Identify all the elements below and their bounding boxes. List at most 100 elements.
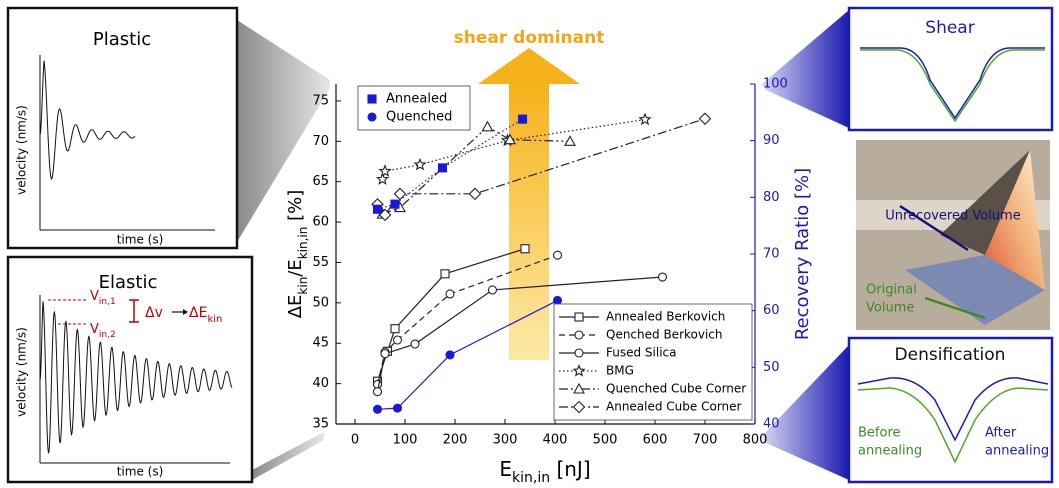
connector [252,432,324,480]
marker [390,199,400,209]
legend-label: Annealed Berkovich [606,310,725,324]
plastic-box [6,6,239,250]
marker [410,339,420,349]
marker [552,295,563,306]
x-tick-label: 800 [743,433,768,448]
y-axis-label-part: kin,in [296,227,310,260]
marker [375,172,390,185]
marker [445,350,455,360]
x-tick-label: 600 [643,433,668,448]
marker [437,163,448,173]
legend-label: Quenched Cube Corner [606,382,746,396]
connector [762,10,849,128]
image-label: Volume [866,301,914,316]
x-tick-label: 700 [693,433,718,448]
connector [237,20,330,242]
curve-label: After [985,426,1017,441]
annotation: Δv [145,305,163,321]
y2-axis-label: Recovery Ratio [%] [792,168,813,340]
y2-tick-label: 60 [763,303,780,318]
marker [393,187,407,201]
original-volume [905,255,1045,325]
marker [372,204,383,214]
marker [520,244,530,254]
series-line [376,248,526,382]
marker [445,289,455,299]
curve-label: annealing [985,444,1049,459]
y-tick-label: 75 [312,93,329,108]
image-label: Original [866,283,917,298]
shear-box [847,6,1054,132]
annotation-part: Δv [145,305,163,321]
legend-label: Fused Silica [606,346,677,360]
legend-label: Annealed Cube Corner [606,400,742,414]
y-axis-label-part: [%] [285,190,306,227]
y-axis-label: ΔEkin/Ekin,in [%] [285,190,310,319]
x-tick-label: 300 [493,433,518,448]
legend-label: Qenched Berkovich [606,328,723,342]
marker [440,269,450,279]
waveform [39,301,233,454]
marker [564,135,576,146]
annotation-part: ΔE [189,305,207,321]
legend-box [357,85,471,131]
series-line [377,118,523,210]
y-tick-label: 50 [312,295,329,310]
elastic-box [6,255,254,484]
series-line [377,299,558,410]
x-axis-label-part: kin,in [512,470,550,486]
marker [413,157,427,171]
indent-face [940,150,1030,255]
inset-ylabel: velocity (nm/s) [15,105,29,195]
legend-box [553,303,753,421]
legend-label: Annealed [386,92,447,107]
waveform [39,60,136,180]
x-tick-label: 0 [351,433,359,448]
x-tick-label: 100 [393,433,418,448]
inset-title: Plastic [93,29,151,50]
y2-tick-label: 90 [763,133,780,148]
panel-title: Shear [925,18,974,38]
panel-title: Densification [895,345,1006,365]
y2-tick-label: 50 [763,360,780,375]
legend-marker [574,348,584,358]
densification-box [847,336,1054,484]
annotation: Vin,2 [90,322,116,340]
legend-marker [574,312,584,322]
inset-ylabel: velocity (nm/s) [15,327,29,417]
x-tick-label: 500 [593,433,618,448]
marker [372,404,383,414]
legend-marker [367,94,377,104]
annotation: shear dominant [454,28,605,48]
x-tick-label: 400 [543,433,568,448]
y-tick-label: 70 [312,134,329,149]
marker [487,285,498,295]
curve-label: Before [858,426,901,441]
shear-arrow [509,82,549,360]
annotation-part: V [90,322,99,337]
image-label: Unrecovered Volume [885,209,1020,224]
connector [762,345,849,480]
y-axis-label-part: /E [285,259,306,276]
densification-curve [857,377,1049,442]
pointer [924,296,986,320]
marker [378,164,392,177]
y-tick-label: 40 [312,376,329,391]
annotation-part: kin [207,314,222,325]
arrow-head [183,309,188,315]
y-tick-label: 65 [312,174,329,189]
marker [392,403,403,413]
y2-tick-label: 80 [763,190,780,205]
legend-marker [572,363,586,377]
inset-xlabel: time (s) [117,233,164,247]
marker [380,349,390,359]
annotation: Vin,1 [90,289,116,307]
inset-xlabel: time (s) [117,465,164,479]
y-tick-label: 45 [312,336,329,351]
marker [517,114,528,124]
marker [468,187,482,201]
densification-curve [857,387,1049,464]
legend-label: BMG [606,364,634,378]
y-axis-label-part: ΔE [285,295,306,319]
